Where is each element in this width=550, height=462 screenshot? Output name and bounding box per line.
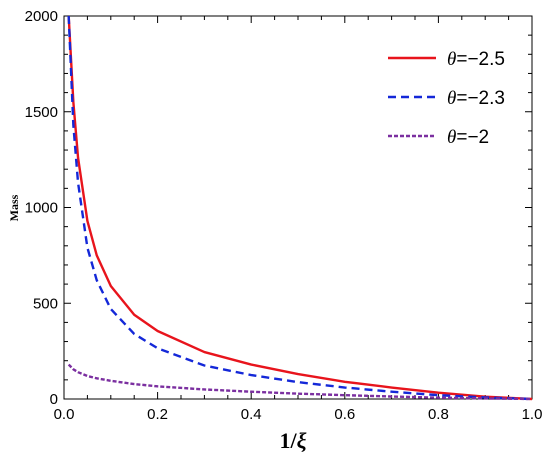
- series-line-0: [67, 15, 533, 401]
- plot-frame: [63, 15, 533, 400]
- series-line-1: [67, 15, 533, 401]
- y-axis-title: Mass: [7, 194, 21, 221]
- legend: θ=−2.5θ=−2.3θ=−2: [388, 49, 505, 148]
- x-tick-label-2: 0.4: [241, 406, 262, 423]
- x-tick-label-3: 0.6: [334, 406, 355, 423]
- legend-label-1: θ=−2.3: [447, 88, 505, 109]
- legend-symbol-1: θ: [447, 88, 456, 109]
- legend-name-1: =−2.3: [456, 88, 505, 109]
- axis-tick-labels: 0.0 0.2 0.4 0.6 0.8 1.0 0 500 1000 1500 2000: [25, 8, 543, 423]
- x-axis-title-symbol: ξ: [297, 428, 307, 453]
- y-tick-label-1: 500: [33, 295, 58, 312]
- axis-ticks: [63, 15, 533, 400]
- legend-label-0: θ=−2.5: [447, 49, 505, 70]
- legend-name-2: =−2: [456, 127, 489, 148]
- legend-symbol-2: θ: [447, 127, 456, 148]
- y-tick-label-0: 0: [50, 391, 58, 408]
- legend-name-0: =−2.5: [456, 49, 505, 70]
- series-line-2: [67, 363, 533, 401]
- y-tick-label-4: 2000: [25, 8, 58, 25]
- y-tick-label-3: 1500: [25, 104, 58, 121]
- x-tick-label-5: 1.0: [522, 406, 543, 423]
- y-tick-label-2: 1000: [25, 200, 58, 217]
- x-tick-label-0: 0.0: [54, 406, 75, 423]
- legend-label-2: θ=−2: [447, 127, 489, 148]
- legend-symbol-0: θ: [447, 49, 456, 70]
- x-axis-title: 1/ξ: [279, 428, 306, 453]
- x-tick-label-1: 0.2: [147, 406, 168, 423]
- series-lines: [67, 15, 533, 401]
- x-axis-title-prefix: 1/: [279, 428, 297, 453]
- x-tick-label-4: 0.8: [428, 406, 449, 423]
